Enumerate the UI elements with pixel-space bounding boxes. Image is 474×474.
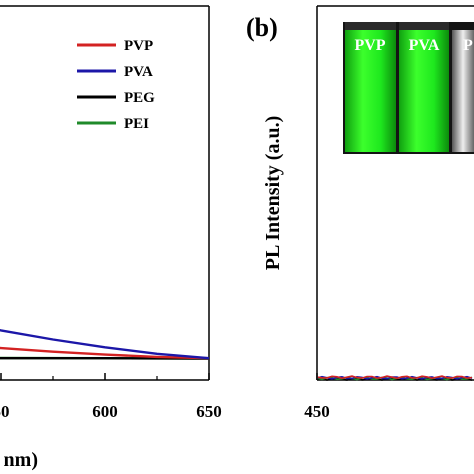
- panel-a-x-tick-label: 50: [0, 402, 10, 421]
- vial-pva-cap: [399, 22, 449, 30]
- panel-b-x-tick-label: 450: [304, 402, 330, 421]
- vial-pva: [399, 30, 449, 152]
- series-line-peg: [0, 356, 210, 360]
- inset-label-third: P: [463, 37, 473, 54]
- panel-a-x-tick-label: 600: [92, 402, 118, 421]
- panel-a-x-tick-label: 650: [196, 402, 222, 421]
- vial-pvp-cap: [345, 22, 396, 30]
- inset-label-pvp: PVP: [354, 37, 385, 54]
- vial-pvp: [345, 30, 396, 152]
- legend-label-peg: PEG: [124, 90, 155, 106]
- panel-a: 50 600 650 PVP PVA PEG PEI nm): [0, 5, 222, 471]
- panel-a-x-axis-title: nm): [4, 449, 38, 471]
- panel-a-legend: PVP PVA PEG PEI: [77, 38, 155, 132]
- panel-a-series: [0, 328, 210, 360]
- legend-label-pvp: PVP: [124, 38, 153, 54]
- panel-a-ticks: 50 600 650: [0, 373, 222, 421]
- panel-b-inset-photo: PVP PVA P: [343, 22, 474, 154]
- panel-b-baseline-traces: [317, 375, 473, 381]
- panel-b-label: (b): [246, 13, 278, 42]
- panel-b-baseline-trace: [317, 375, 473, 380]
- legend-label-pva: PVA: [124, 64, 153, 80]
- panel-b-y-axis-title: PL Intensity (a.u.): [262, 116, 284, 270]
- series-line-pva: [0, 328, 210, 360]
- legend-label-pei: PEI: [124, 116, 149, 132]
- inset-label-pva: PVA: [409, 37, 440, 54]
- vial-peg: [452, 30, 474, 152]
- series-line-pvp: [0, 346, 210, 360]
- panel-b: (b) 450 PL Intensity (a.u.): [246, 5, 474, 421]
